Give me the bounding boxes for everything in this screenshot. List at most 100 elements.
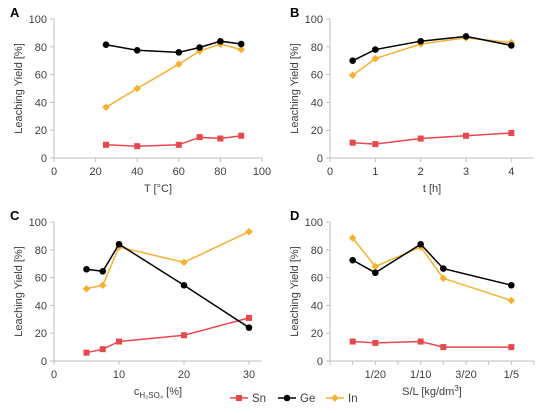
data-point-sn [83, 349, 90, 356]
panel-a: 0 20 40 60 80 100 0 20 40 60 80 100 A Leaching Yield … [10, 5, 271, 195]
data-point-in [237, 45, 245, 54]
data-point-in [98, 281, 107, 290]
data-point-sn [508, 344, 515, 351]
y-axis-label: Leaching Yield [%] [13, 246, 25, 337]
y-axis-label: Leaching Yield [%] [13, 43, 25, 134]
data-point-ge [508, 42, 515, 49]
data-point-sn [440, 344, 447, 351]
series-ge [83, 240, 253, 331]
x-axis-label: T [°C] [144, 183, 172, 195]
data-point-in [371, 54, 380, 63]
data-point-ge [102, 41, 110, 49]
x-tick-label: 30 [243, 369, 255, 381]
x-tick-label: 1 [372, 166, 378, 178]
y-tick-label: 0 [317, 356, 323, 368]
x-tick-label: 100 [253, 166, 271, 178]
data-point-ge [349, 256, 356, 264]
data-point-sn [175, 141, 182, 148]
data-point-sn [103, 141, 109, 148]
y-axis-label: Leaching Yield [%] [289, 43, 301, 134]
data-point-sn [246, 314, 252, 321]
y-tick-label: 0 [41, 356, 47, 368]
legend-marker [331, 394, 339, 402]
series-line-sn [86, 317, 250, 354]
x-tick-label: 80 [214, 166, 226, 178]
series-line-sn [105, 135, 242, 147]
series-sn [83, 314, 252, 356]
data-point-ge [133, 46, 141, 54]
panel-letter: B [290, 5, 299, 20]
y-tick-label: 40 [35, 97, 47, 109]
panel-letter: A [10, 5, 20, 20]
y-tick-label: 40 [35, 300, 47, 312]
data-point-sn [116, 338, 122, 345]
x-axis-label: S/L [kg/dm3] [402, 384, 462, 398]
y-tick-label: 60 [35, 70, 47, 82]
x-tick-label: 10 [113, 369, 125, 381]
x-tick-label: 40 [131, 166, 143, 178]
data-point-sn [349, 338, 356, 345]
data-point-in [82, 284, 91, 293]
y-axis-label: Leaching Yield [%] [289, 246, 301, 337]
series-line-in [352, 237, 512, 302]
series-line-in [105, 43, 242, 108]
data-point-ge [99, 268, 107, 275]
y-tick-label: 60 [35, 273, 47, 285]
legend-entry-in: In [326, 393, 358, 405]
series-ge [102, 37, 245, 56]
x-tick-label: 0 [327, 166, 333, 178]
data-point-in [245, 227, 253, 236]
series-line-ge [86, 243, 250, 329]
series-in [82, 227, 253, 293]
y-tick-label: 100 [29, 217, 47, 229]
x-tick-label: 1/10 [410, 369, 431, 381]
y-tick-label: 20 [35, 125, 47, 137]
data-point-ge [417, 37, 424, 45]
series-in [348, 234, 516, 305]
data-point-ge [237, 40, 245, 48]
y-tick-label: 80 [35, 245, 47, 257]
data-point-ge [196, 44, 203, 51]
data-point-in [348, 234, 357, 242]
panel-c: 0 20 40 60 80 100 0 10 20 30 C Leaching Yield [%] cH… [10, 208, 262, 400]
data-point-ge [217, 37, 224, 45]
panel-d: 0 20 40 60 80 100 1/20 1/10 3/20 1/5 D Leaching Yie… [289, 208, 535, 398]
y-tick-label: 80 [311, 42, 323, 54]
data-point-sn [463, 132, 469, 139]
y-tick-label: 100 [305, 217, 323, 229]
x-tick-label: 1/20 [365, 369, 386, 381]
data-point-in [175, 60, 183, 68]
data-point-sn [217, 135, 224, 142]
data-point-sn [417, 135, 424, 142]
data-point-ge [175, 49, 183, 56]
y-tick-label: 100 [29, 14, 47, 26]
legend-entry-ge: Ge [278, 393, 315, 405]
x-tick-label: 2 [418, 166, 424, 178]
data-point-sn [349, 139, 356, 146]
y-tick-label: 60 [311, 273, 323, 285]
data-point-sn [99, 346, 106, 353]
series-sn [349, 129, 515, 148]
data-point-in [348, 71, 357, 80]
data-point-sn [372, 339, 379, 346]
data-point-sn [181, 332, 187, 339]
y-tick-label: 40 [311, 300, 323, 312]
data-point-ge [115, 240, 123, 248]
x-tick-label: 4 [508, 166, 514, 178]
panel-letter: C [10, 208, 20, 223]
data-point-ge [440, 265, 447, 272]
legend-label: Ge [300, 393, 315, 405]
x-tick-label: 3/20 [455, 369, 476, 381]
y-tick-label: 20 [311, 125, 323, 137]
series-sn [349, 338, 515, 351]
data-point-sn [372, 141, 379, 148]
data-point-sn [508, 129, 515, 136]
x-axis-label: t [h] [423, 183, 441, 195]
series-ge [349, 240, 515, 289]
chart-legend: Sn Ge In [230, 393, 358, 405]
y-tick-label: 0 [317, 153, 323, 165]
data-point-sn [417, 338, 424, 345]
y-tick-label: 60 [311, 70, 323, 82]
data-point-ge [349, 57, 356, 64]
